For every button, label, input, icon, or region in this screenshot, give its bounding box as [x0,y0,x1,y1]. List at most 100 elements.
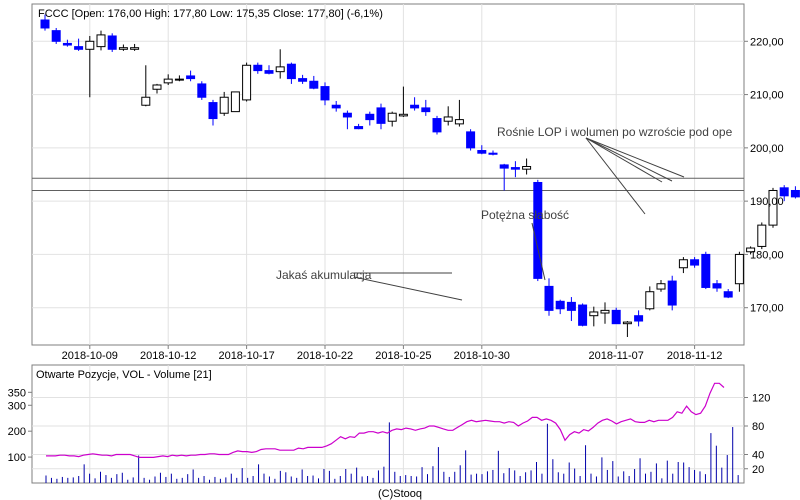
candle-body-down [611,309,621,325]
candle-body-up [174,78,184,81]
candle-body-down [779,187,789,197]
candle [723,289,733,299]
candle-body-down [264,70,274,74]
price-y-tick-label: 200,00 [750,143,784,155]
candle [331,100,341,112]
candle-body-down [555,300,565,310]
candle [678,257,688,274]
candle [376,103,386,130]
candle [690,257,700,268]
price-chart-title: FCCC [Open: 176,00 High: 177,80 Low: 175… [38,8,383,20]
open-interest-line [46,382,725,458]
annotation-line [585,137,663,183]
candle-body-up [600,309,610,314]
candle [701,251,711,290]
volume-grid [32,365,744,483]
candle [40,14,50,31]
candle [734,251,744,292]
candle-body-down [376,107,386,124]
candle [387,111,397,127]
volume-left-tick-label: 350 [8,387,26,399]
candle [118,44,128,51]
price-y-tick-label: 170,00 [750,303,784,315]
candle [454,99,464,127]
candle-body-up [522,166,532,170]
annotation-lop-rising: Rośnie LOP i wolumen po wzroście pod ope [497,125,733,139]
candle [634,310,644,327]
candle-body-down [477,150,487,154]
date-x-tick-label: 2018-11-12 [667,350,722,362]
candle [779,185,789,202]
annotation-accumulation: Jakaś akumulacja [276,268,372,282]
volume-right-tick-label: 40 [752,450,764,462]
candle-body-down [298,78,308,82]
candle [544,278,554,316]
candle-body-up [219,96,229,114]
candle-body-down [365,113,375,121]
volume-left-tick-label: 100 [8,452,26,464]
price-y-tick-label: 180,00 [750,249,784,261]
candle-body-down [566,301,576,311]
date-x-tick-label: 2018-10-25 [375,350,431,362]
candle [51,27,61,44]
volume-panel-frame [31,364,745,484]
candle [62,39,72,47]
candle [432,115,442,135]
candle-body-up [85,40,95,50]
candle-body-down [533,181,543,279]
candle-body-down [544,285,554,311]
candle-body-down [208,102,218,120]
candle-body-down [320,86,330,101]
candle-body-up [454,119,464,125]
candle [96,30,106,51]
candle [466,129,476,151]
price-panel-frame [31,3,745,346]
candle [712,279,722,292]
date-x-tick-label: 2018-10-17 [218,350,274,362]
candle-body-up [118,47,128,50]
candle [410,97,420,111]
candle [600,302,610,324]
volume-right-tick-label: 20 [752,464,764,476]
candle-body-up [96,34,106,48]
annotation-weakness: Potężna słabość [481,208,569,222]
volume-left-tick-label: 300 [8,400,26,412]
horizontal-levels [32,177,744,191]
candle-body-up [230,91,240,113]
candle-body-up [622,321,632,325]
candle [589,306,599,327]
date-x-tick-label: 2018-11-07 [588,350,643,362]
candle-body-up [757,224,767,247]
price-y-tick-label: 220,00 [750,36,784,48]
price-y-axis: 220,00 210,00 200,00 190,00 180,00 170,00 [744,36,784,315]
candle [74,38,84,51]
candle [757,222,767,250]
candle-body-down [701,253,711,288]
price-y-tick-label: 210,00 [750,90,784,102]
volume-bars-group [45,422,739,483]
candle-body-up [768,189,778,226]
candle-body-down [74,46,84,50]
candle-body-down [421,107,431,113]
candle-body-down [499,164,509,169]
candle [510,161,520,178]
candle-body-down [186,75,196,80]
candle-body-down [432,118,442,133]
volume-chart-title: Otwarte Pozycje, VOL - Volume [21] [36,369,212,381]
candle-body-down [342,112,352,118]
candle-body-up [387,112,397,122]
volume-right-tick-label: 80 [752,421,764,433]
candle-body-down [634,315,644,322]
candle [611,307,621,325]
candle [645,286,655,311]
candle-body-down [107,35,117,50]
candle [163,74,173,85]
candle-body-down [331,104,341,109]
candle [746,246,756,255]
candle [130,43,140,51]
candle [555,299,565,315]
volume-left-tick-label: 200 [8,426,26,438]
candle-body-down [253,64,263,72]
candles-group [40,14,800,338]
